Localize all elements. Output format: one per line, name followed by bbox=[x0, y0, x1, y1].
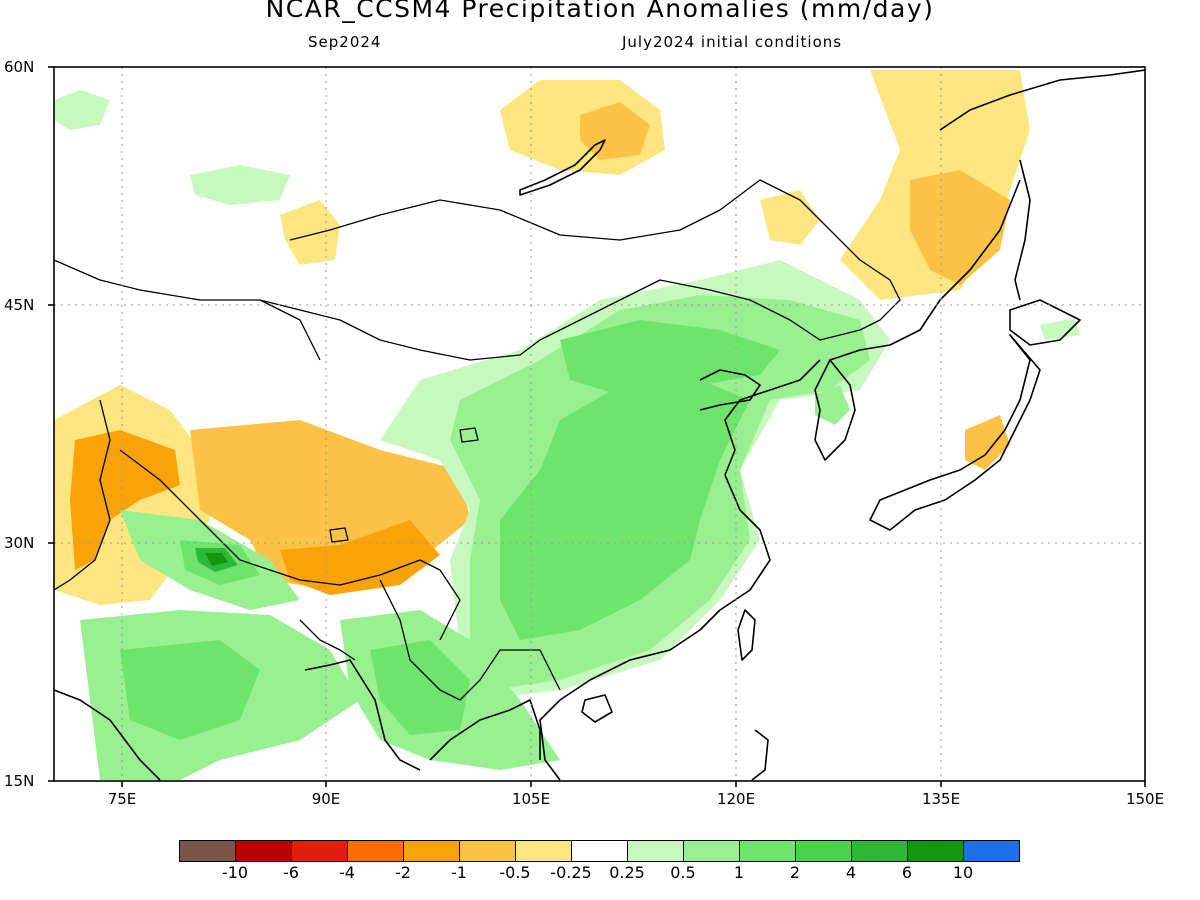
indochina-coast bbox=[429, 699, 541, 761]
bay-of-bengal-coast bbox=[304, 659, 421, 771]
forecast-month: Sep2024 bbox=[308, 33, 382, 51]
bangladesh-border bbox=[299, 619, 356, 661]
colorbar-label: 4 bbox=[845, 863, 857, 882]
colorbar-label: -2 bbox=[395, 863, 411, 882]
wet-region-indochina-core bbox=[370, 640, 470, 735]
colorbar-label: 10 bbox=[952, 863, 974, 882]
lat-label-15n: 15N bbox=[4, 772, 35, 790]
lat-label-45n: 45N bbox=[4, 296, 35, 314]
anomaly-field bbox=[54, 70, 1080, 780]
hokkaido-coast bbox=[1009, 299, 1081, 346]
okhotsk-coast bbox=[939, 69, 1145, 131]
wet-region-china-core bbox=[500, 380, 750, 640]
colorbar-box bbox=[740, 841, 796, 861]
wet-region-hokkaido bbox=[1040, 318, 1080, 340]
wet-region-kazakh bbox=[54, 90, 110, 130]
colorbar-label: 0.5 bbox=[670, 863, 696, 882]
myanmar-border bbox=[379, 579, 561, 701]
colorbar-label: 2 bbox=[789, 863, 801, 882]
philippines-coast bbox=[751, 729, 769, 781]
map-title: NCAR_CCSM4 Precipitation Anomalies (mm/d… bbox=[265, 0, 935, 23]
wet-region-india-core bbox=[120, 640, 260, 740]
colorbar-label: 0.25 bbox=[609, 863, 645, 882]
china-coast bbox=[539, 359, 821, 781]
colorbar-label: -6 bbox=[283, 863, 299, 882]
lon-label-150e: 150E bbox=[1125, 790, 1165, 808]
colorbar-box bbox=[348, 841, 404, 861]
lat-label-60n: 60N bbox=[4, 58, 35, 76]
lon-label-135e: 135E bbox=[921, 790, 961, 808]
borders bbox=[54, 179, 901, 701]
japan-coast bbox=[869, 334, 1041, 531]
colorbar-label: -1 bbox=[451, 863, 467, 882]
baikal-lake bbox=[519, 139, 606, 196]
colorbar-box bbox=[180, 841, 236, 861]
lon-label-90e: 90E bbox=[311, 790, 341, 808]
colorbar-box bbox=[292, 841, 348, 861]
colorbar-box bbox=[516, 841, 572, 861]
colorbar-label: -0.25 bbox=[550, 863, 592, 882]
india-north-border bbox=[54, 399, 111, 591]
colorbar-box bbox=[796, 841, 852, 861]
initial-conditions: July2024 initial conditions bbox=[622, 33, 843, 51]
colorbar-box bbox=[572, 841, 628, 861]
colorbar-box bbox=[852, 841, 908, 861]
tibet-lakes bbox=[329, 427, 479, 543]
hainan-coast bbox=[581, 694, 613, 723]
dry-region-japan bbox=[965, 415, 1010, 470]
dry-region-far-east-core bbox=[910, 170, 1010, 285]
dry-region-mongolia-west bbox=[280, 200, 340, 265]
coastlines bbox=[54, 69, 1145, 781]
china-north-border bbox=[259, 179, 901, 361]
colorbar-box bbox=[684, 841, 740, 861]
sakhalin-coast bbox=[1014, 159, 1031, 301]
india-coast bbox=[54, 689, 161, 781]
colorbar-label: 1 bbox=[733, 863, 745, 882]
colorbar-label: -0.5 bbox=[499, 863, 531, 882]
colorbar-box bbox=[628, 841, 684, 861]
gridlines bbox=[54, 67, 1145, 781]
wet-region-korea bbox=[815, 385, 850, 425]
taiwan-coast bbox=[737, 609, 756, 661]
lon-label-105e: 105E bbox=[511, 790, 551, 808]
dry-region-pakistan-core bbox=[70, 430, 180, 570]
plot-frame bbox=[48, 66, 1146, 787]
wet-region-nepal-max bbox=[205, 553, 228, 566]
colorbar-box bbox=[404, 841, 460, 861]
colorbar bbox=[179, 840, 1020, 862]
colorbar-label: -4 bbox=[339, 863, 355, 882]
colorbar-box bbox=[908, 841, 964, 861]
colorbar-label: 6 bbox=[901, 863, 913, 882]
colorbar-box bbox=[460, 841, 516, 861]
dry-region-manchuria bbox=[760, 190, 820, 245]
colorbar-box bbox=[964, 841, 1019, 861]
lat-label-30n: 30N bbox=[4, 534, 35, 552]
wet-region-siberia bbox=[190, 165, 290, 205]
lon-label-75e: 75E bbox=[107, 790, 137, 808]
wet-region-north-china bbox=[560, 320, 780, 395]
colorbar-box bbox=[236, 841, 292, 861]
colorbar-label: -10 bbox=[221, 863, 249, 882]
himalaya-border bbox=[119, 449, 461, 641]
dry-region-tibet-core bbox=[280, 520, 440, 595]
russia-far-east-coast bbox=[829, 179, 1021, 361]
bohai-coast bbox=[699, 369, 761, 411]
korea-coast bbox=[814, 359, 856, 461]
lon-label-120e: 120E bbox=[716, 790, 756, 808]
kazakh-border bbox=[54, 259, 321, 361]
dry-region-baikal-core bbox=[580, 102, 650, 160]
